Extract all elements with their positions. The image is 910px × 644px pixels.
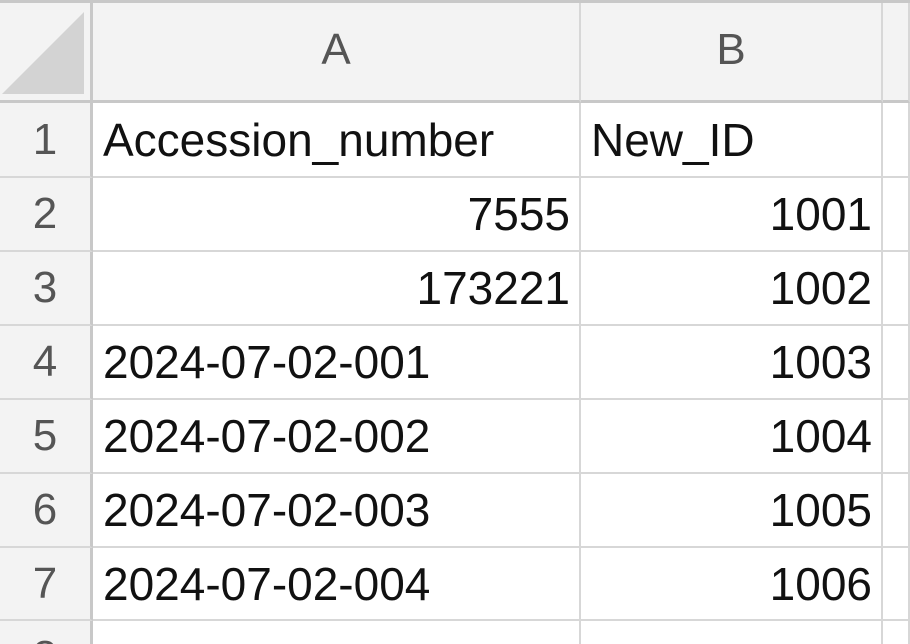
cell-b7[interactable]: 1006 xyxy=(581,548,883,621)
row-header-2[interactable]: 2 xyxy=(0,178,93,252)
cell-a6[interactable]: 2024-07-02-003 xyxy=(93,474,581,548)
cell-c4[interactable] xyxy=(883,326,910,400)
cell-c1[interactable] xyxy=(883,103,910,178)
cell-a7[interactable]: 2024-07-02-004 xyxy=(93,548,581,621)
row-header-8[interactable]: 8 xyxy=(0,621,93,644)
cell-b4[interactable]: 1003 xyxy=(581,326,883,400)
cell-a4[interactable]: 2024-07-02-001 xyxy=(93,326,581,400)
row-header-3[interactable]: 3 xyxy=(0,252,93,326)
row-header-1[interactable]: 1 xyxy=(0,103,93,178)
cell-b1[interactable]: New_ID xyxy=(581,103,883,178)
cell-b3[interactable]: 1002 xyxy=(581,252,883,326)
cell-b8[interactable] xyxy=(581,621,883,644)
select-all-icon xyxy=(2,12,84,94)
cell-c3[interactable] xyxy=(883,252,910,326)
cell-c5[interactable] xyxy=(883,400,910,474)
cell-a3[interactable]: 173221 xyxy=(93,252,581,326)
cell-c2[interactable] xyxy=(883,178,910,252)
row-header-5[interactable]: 5 xyxy=(0,400,93,474)
column-header-c[interactable] xyxy=(883,0,910,103)
row-header-6[interactable]: 6 xyxy=(0,474,93,548)
cell-a5[interactable]: 2024-07-02-002 xyxy=(93,400,581,474)
sheet-top-border xyxy=(0,0,910,3)
row-header-4[interactable]: 4 xyxy=(0,326,93,400)
cell-c6[interactable] xyxy=(883,474,910,548)
cell-b6[interactable]: 1005 xyxy=(581,474,883,548)
cell-b5[interactable]: 1004 xyxy=(581,400,883,474)
column-header-a[interactable]: A xyxy=(93,0,581,103)
cell-c7[interactable] xyxy=(883,548,910,621)
cell-a8[interactable] xyxy=(93,621,581,644)
row-header-7[interactable]: 7 xyxy=(0,548,93,621)
cell-a2[interactable]: 7555 xyxy=(93,178,581,252)
column-header-b[interactable]: B xyxy=(581,0,883,103)
cell-c8[interactable] xyxy=(883,621,910,644)
cell-a1[interactable]: Accession_number xyxy=(93,103,581,178)
cell-b2[interactable]: 1001 xyxy=(581,178,883,252)
select-all-corner[interactable] xyxy=(0,0,93,103)
